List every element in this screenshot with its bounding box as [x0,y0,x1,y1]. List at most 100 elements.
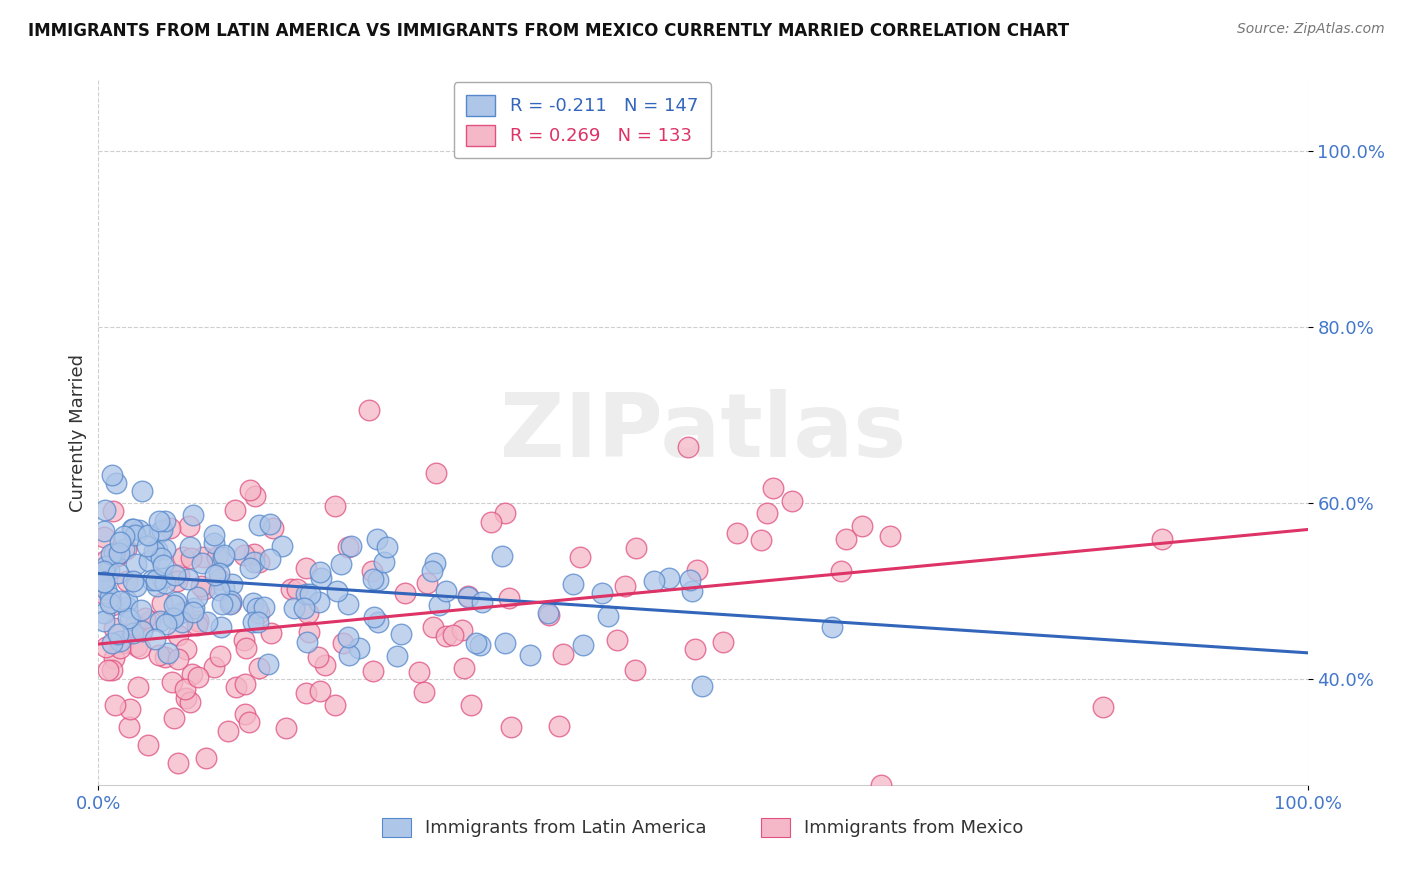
Point [569,550,592,565]
Point [246,615,269,629]
Point [170,615,193,630]
Point [107,566,129,581]
Point [136,540,159,554]
Point [96,559,118,574]
Point [120,701,142,715]
Point [361,572,384,586]
Point [336,630,359,644]
Point [129,641,152,656]
Point [131,483,153,498]
Point [93,575,115,590]
Point [209,620,232,634]
Point [259,516,281,531]
Point [756,506,779,520]
Point [412,685,434,699]
Point [332,636,354,650]
Point [676,440,699,454]
Text: Source: ZipAtlas.com: Source: ZipAtlas.com [1237,22,1385,37]
Point [457,589,479,603]
Point [131,624,153,638]
Point [167,568,190,582]
Point [562,577,585,591]
Point [548,719,571,733]
Point [498,591,520,606]
Point [204,568,226,582]
Point [537,607,560,621]
Point [408,665,430,679]
Point [157,646,180,660]
Point [239,560,262,574]
Point [423,556,446,570]
Point [208,566,231,580]
Point [93,607,115,621]
Point [202,528,225,542]
Point [233,707,256,722]
Point [163,711,186,725]
Point [243,547,266,561]
Point [247,518,270,533]
Point [186,590,208,604]
Point [165,595,187,609]
Text: IMMIGRANTS FROM LATIN AMERICA VS IMMIGRANTS FROM MEXICO CURRENTLY MARRIED CORREL: IMMIGRANTS FROM LATIN AMERICA VS IMMIGRA… [28,22,1069,40]
Point [298,624,321,639]
Point [211,549,233,564]
Point [115,542,138,557]
Point [153,514,176,528]
Point [243,555,266,569]
Point [205,549,228,564]
Point [725,525,748,540]
Point [118,720,141,734]
Point [93,574,115,589]
Point [125,639,148,653]
Point [337,540,360,554]
Point [434,584,457,599]
Point [363,664,385,678]
Point [276,721,298,735]
Point [131,623,153,637]
Point [143,632,166,646]
Point [226,542,249,557]
Point [326,584,349,599]
Point [208,572,231,586]
Point [139,614,162,628]
Point [283,601,305,615]
Point [242,596,264,610]
Point [190,557,212,571]
Point [247,606,270,620]
Point [145,542,167,557]
Point [879,529,901,543]
Point [146,579,169,593]
Point [117,611,139,625]
Point [124,527,146,541]
Point [596,608,619,623]
Point [100,547,122,561]
Point [166,574,188,588]
Point [851,518,873,533]
Point [591,586,613,600]
Point [394,585,416,599]
Point [166,628,188,642]
Point [153,576,176,591]
Point [104,549,127,563]
Point [219,597,242,611]
Point [96,582,118,597]
Point [93,564,115,578]
Point [294,686,316,700]
Point [148,514,170,528]
Point [491,549,513,563]
Point [494,636,516,650]
Point [471,595,494,609]
Point [360,564,382,578]
Point [465,635,488,649]
Point [101,663,124,677]
Point [101,503,124,517]
Point [441,627,464,641]
Point [257,657,280,672]
Point [239,483,262,498]
Point [150,596,173,610]
Point [173,681,195,696]
Point [186,618,208,632]
Point [163,567,186,582]
Point [125,579,148,593]
Point [519,648,541,663]
